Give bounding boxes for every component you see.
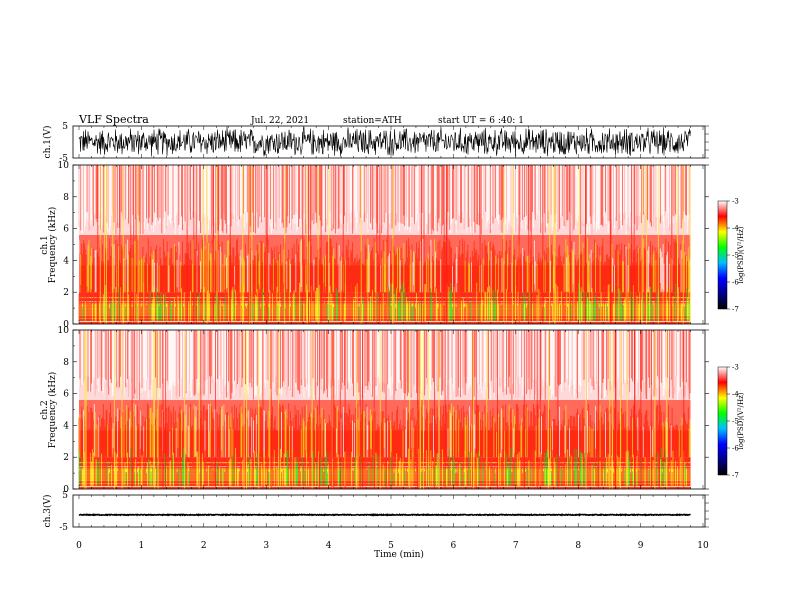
- ch3-waveform-panel: 5 -5 ch.3(V): [42, 491, 709, 533]
- ch3-waveform-line: [78, 513, 691, 517]
- figure-title: VLF Spectra: [78, 113, 149, 126]
- ch3-ytick-bottom: -5: [59, 523, 68, 533]
- ch2-spectrogram-image: [78, 330, 691, 489]
- ch2-spectrogram-ytick-label: 0: [63, 485, 69, 495]
- ch3-ytick-top: 5: [62, 491, 68, 501]
- ch2-spectrogram-ylabel: Frequency (kHz): [47, 372, 58, 449]
- colorbar-tick-label: -6: [732, 279, 739, 287]
- ch2-spectrogram-ylabel-channel: ch.2: [40, 400, 50, 419]
- ch2-ylabel-line0: ch.2: [40, 400, 50, 419]
- time-axis-ticks: [78, 126, 704, 527]
- time-tick-label: 5: [388, 541, 394, 551]
- ch2-spectrogram-ytick-label: 6: [63, 390, 69, 400]
- ch2-spectrogram-ytick-label: 2: [63, 453, 69, 463]
- ch1-waveform-panel: 5 -5 ch.1(V): [42, 122, 709, 164]
- time-axis-label: Time (min): [374, 549, 424, 560]
- ch1-waveform-ylabel: ch.1(V): [42, 126, 53, 159]
- ch3-waveform-frame: [72, 494, 706, 528]
- ch1-ytick-bottom: -5: [59, 154, 68, 164]
- ch1-waveform-trace: [78, 125, 709, 159]
- ch1-spectrogram-band: [79, 234, 691, 266]
- ch1-spectrogram-ytick-label: 8: [63, 193, 69, 203]
- colorbar-tick-label: -5: [732, 418, 739, 426]
- ch2-colorbar: -3 -4 -5 -6 -7 log(PSD)(V²/Hz): [717, 364, 745, 480]
- ch1-spectrogram-ytick-label: 10: [58, 161, 70, 171]
- ch1-spectrogram-ytick-label: 2: [63, 288, 69, 298]
- ch1-spectrogram-panel: 0 2 4 6 8 10 Frequency (kHz) ch.1 -3 -4 -5 -6 -7 l…: [40, 161, 745, 330]
- ch1-spectrogram-ytick-label: 4: [63, 256, 69, 266]
- colorbar-tick-label: -3: [732, 198, 739, 206]
- ch1-spectrogram-image: [78, 165, 691, 324]
- ch3-waveform-trace: [78, 494, 709, 528]
- ch2-spectrogram-panel: 0 2 4 6 8 10 Frequency (kHz) ch.2 -3 -4 -5 -6 -7 l…: [40, 326, 745, 495]
- time-tick-label: 3: [263, 541, 269, 551]
- ch1-ytick-top: 5: [62, 122, 68, 132]
- time-tick-label: 6: [451, 541, 457, 551]
- colorbar-tick-label: -7: [732, 472, 739, 480]
- ch1-spectrogram-ytick-label: 6: [63, 225, 69, 235]
- ch1-colorbar: -3 -4 -5 -6 -7 log(PSD)(V²/Hz): [717, 198, 745, 314]
- colorbar-tick-label: -5: [732, 252, 739, 260]
- time-tick-label: 10: [697, 541, 709, 551]
- ch1-ylabel-line0: ch.1: [40, 235, 50, 254]
- time-tick-label: 0: [76, 541, 82, 551]
- time-tick-label: 4: [326, 541, 332, 551]
- colorbar-gradient: [717, 200, 728, 310]
- time-tick-label: 8: [575, 541, 581, 551]
- colorbar-tick-label: -6: [732, 445, 739, 453]
- colorbar-gradient: [717, 366, 728, 476]
- colorbar-tick-label: -4: [732, 391, 739, 399]
- ch1-ylabel-line1: Frequency (kHz): [47, 207, 58, 284]
- colorbar-tick-label: -3: [732, 364, 739, 372]
- station-label: station=ATH: [343, 116, 402, 126]
- date-label: Jul. 22, 2021: [250, 116, 309, 126]
- ch2-ylabel-line1: Frequency (kHz): [47, 372, 58, 449]
- start-time-label: start UT = 6 :40: 1: [438, 116, 524, 126]
- ch2-spectrogram-ytick-label: 4: [63, 421, 69, 431]
- ch3-waveform-ylabel: ch.3(V): [42, 495, 53, 528]
- colorbar-label: log(PSD)(V²/Hz): [737, 392, 745, 449]
- ch2-spectrogram-ytick-label: 8: [63, 358, 69, 368]
- ch1-waveform-frame: [72, 125, 706, 159]
- ch2-spectrogram-yticks: 0 2 4 6 8 10: [58, 326, 709, 495]
- time-tick-label: 2: [201, 541, 207, 551]
- ch1-spectrogram-ytick-label: 0: [63, 320, 69, 330]
- colorbar-label: log(PSD)(V²/Hz): [737, 226, 745, 283]
- ch1-waveform-line: [78, 126, 691, 157]
- time-axis-labels: 0 1 2 3 4 5 6 7 8 9 10: [76, 541, 709, 551]
- time-tick-label: 9: [638, 541, 644, 551]
- colorbar-tick-label: -4: [732, 225, 739, 233]
- colorbar-tick-label: -7: [732, 306, 739, 314]
- time-tick-label: 1: [139, 541, 145, 551]
- time-tick-label: 7: [513, 541, 519, 551]
- ch1-spectrogram-ylabel: Frequency (kHz): [47, 207, 58, 284]
- ch2-spectrogram-ytick-label: 10: [58, 326, 70, 336]
- ch1-spectrogram-yticks: 0 2 4 6 8 10: [58, 161, 709, 330]
- ch1-spectrogram-ylabel-channel: ch.1: [40, 235, 50, 254]
